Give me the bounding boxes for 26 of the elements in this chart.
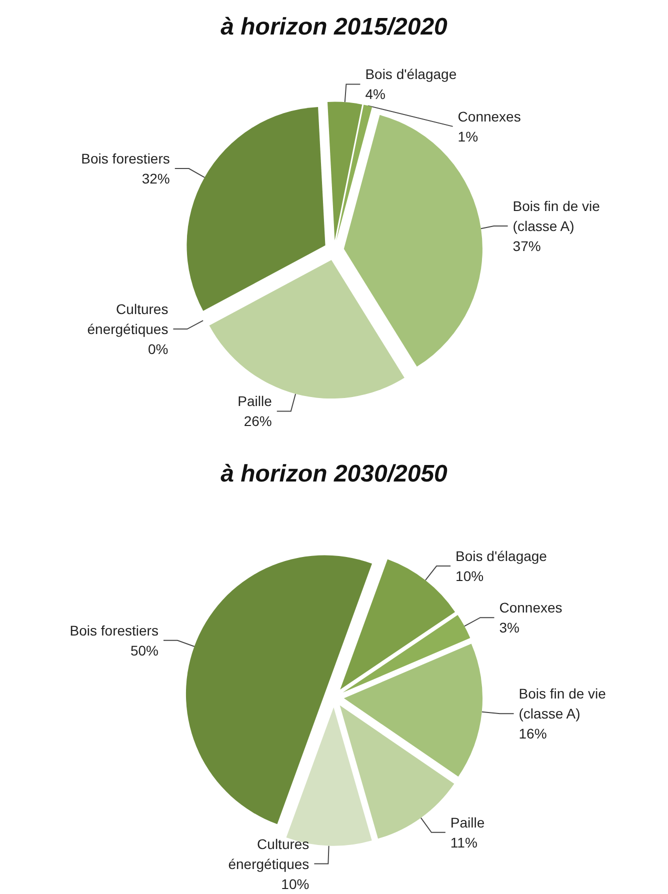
slice-label: Connexes — [458, 108, 521, 124]
slice-label: Bois d'élagage — [456, 548, 548, 564]
chart-title: à horizon 2015/2020 — [220, 14, 448, 40]
data-label: 16% — [518, 726, 547, 742]
slice-label: Bois fin de vie (classe A) — [512, 198, 600, 234]
data-label: 37% — [512, 238, 541, 254]
slice-label: Cultures énergétiques — [228, 836, 310, 872]
slice-label: Bois forestiers — [70, 622, 158, 638]
slice-label: Bois forestiers — [81, 150, 170, 167]
slice-label: Paille — [238, 393, 272, 410]
slice-label: Bois fin de vie (classe A) — [518, 686, 606, 722]
data-label: 4% — [365, 86, 386, 102]
slice-label: Connexes — [499, 600, 562, 616]
legend-label: Cultures énergétiques — [87, 301, 168, 338]
data-label: 50% — [130, 642, 158, 658]
chart-title: à horizon 2030/2050 — [220, 460, 448, 488]
text: 0% — [148, 341, 168, 358]
data-label: 10% — [456, 568, 484, 584]
data-label: 10% — [281, 876, 310, 892]
data-label: 11% — [450, 834, 478, 850]
data-label: 3% — [499, 620, 520, 636]
data-label: 1% — [458, 128, 478, 144]
data-label: 32% — [142, 170, 170, 187]
slice-label: Bois d'élagage — [365, 66, 457, 82]
data-label: 26% — [244, 413, 272, 430]
slice-label: Paille — [450, 814, 485, 830]
